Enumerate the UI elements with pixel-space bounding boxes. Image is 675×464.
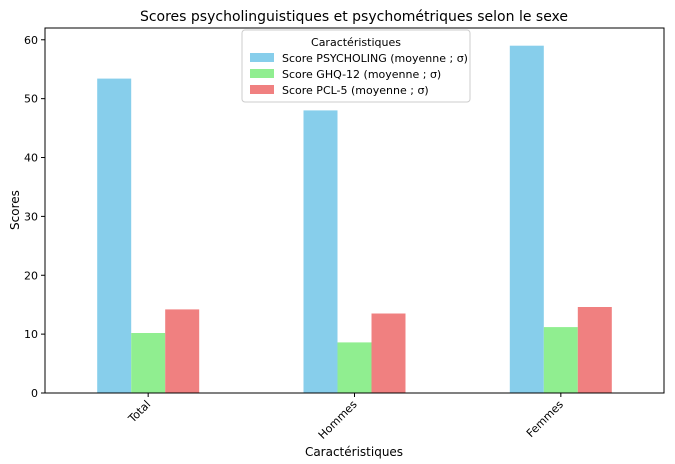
- legend-entry-label: Score PSYCHOLING (moyenne ; σ): [282, 52, 468, 65]
- bar-s0-femmes: [509, 45, 544, 393]
- bar-s0-hommes: [303, 110, 338, 394]
- y-tick-label: 50: [24, 93, 38, 106]
- y-tick-label: 60: [24, 34, 38, 47]
- bars-group: [97, 45, 612, 394]
- y-tick-label: 10: [24, 328, 38, 341]
- legend-swatch: [250, 53, 274, 62]
- y-axis-label: Scores: [8, 190, 22, 230]
- bar-s0-total: [97, 78, 132, 393]
- x-axis-label: Caractéristiques: [305, 445, 403, 459]
- legend-swatch: [250, 85, 274, 94]
- y-tick-label: 30: [24, 210, 38, 223]
- legend-box: [241, 29, 471, 103]
- bar-s2-femmes: [577, 307, 612, 393]
- legend: Caractéristiques Score PSYCHOLING (moyen…: [241, 29, 471, 103]
- y-axis: 0 10 20 30 40 50 60: [24, 34, 45, 400]
- legend-title: Caractéristiques: [311, 36, 401, 49]
- y-tick-label: 20: [24, 269, 38, 282]
- chart-title: Scores psycholinguistiques et psychométr…: [140, 9, 568, 25]
- legend-items: Score PSYCHOLING (moyenne ; σ) Score GHQ-…: [250, 52, 468, 97]
- bar-s1-femmes: [543, 327, 578, 393]
- bar-s2-total: [165, 309, 200, 393]
- legend-swatch: [250, 69, 274, 78]
- bar-s1-hommes: [337, 342, 372, 393]
- y-tick-label: 0: [31, 387, 38, 400]
- legend-entry-label: Score PCL-5 (moyenne ; σ): [282, 84, 429, 97]
- bar-s2-hommes: [371, 313, 406, 393]
- legend-entry-label: Score GHQ-12 (moyenne ; σ): [282, 68, 441, 81]
- y-tick-label: 40: [24, 152, 38, 165]
- bar-s1-total: [131, 333, 166, 393]
